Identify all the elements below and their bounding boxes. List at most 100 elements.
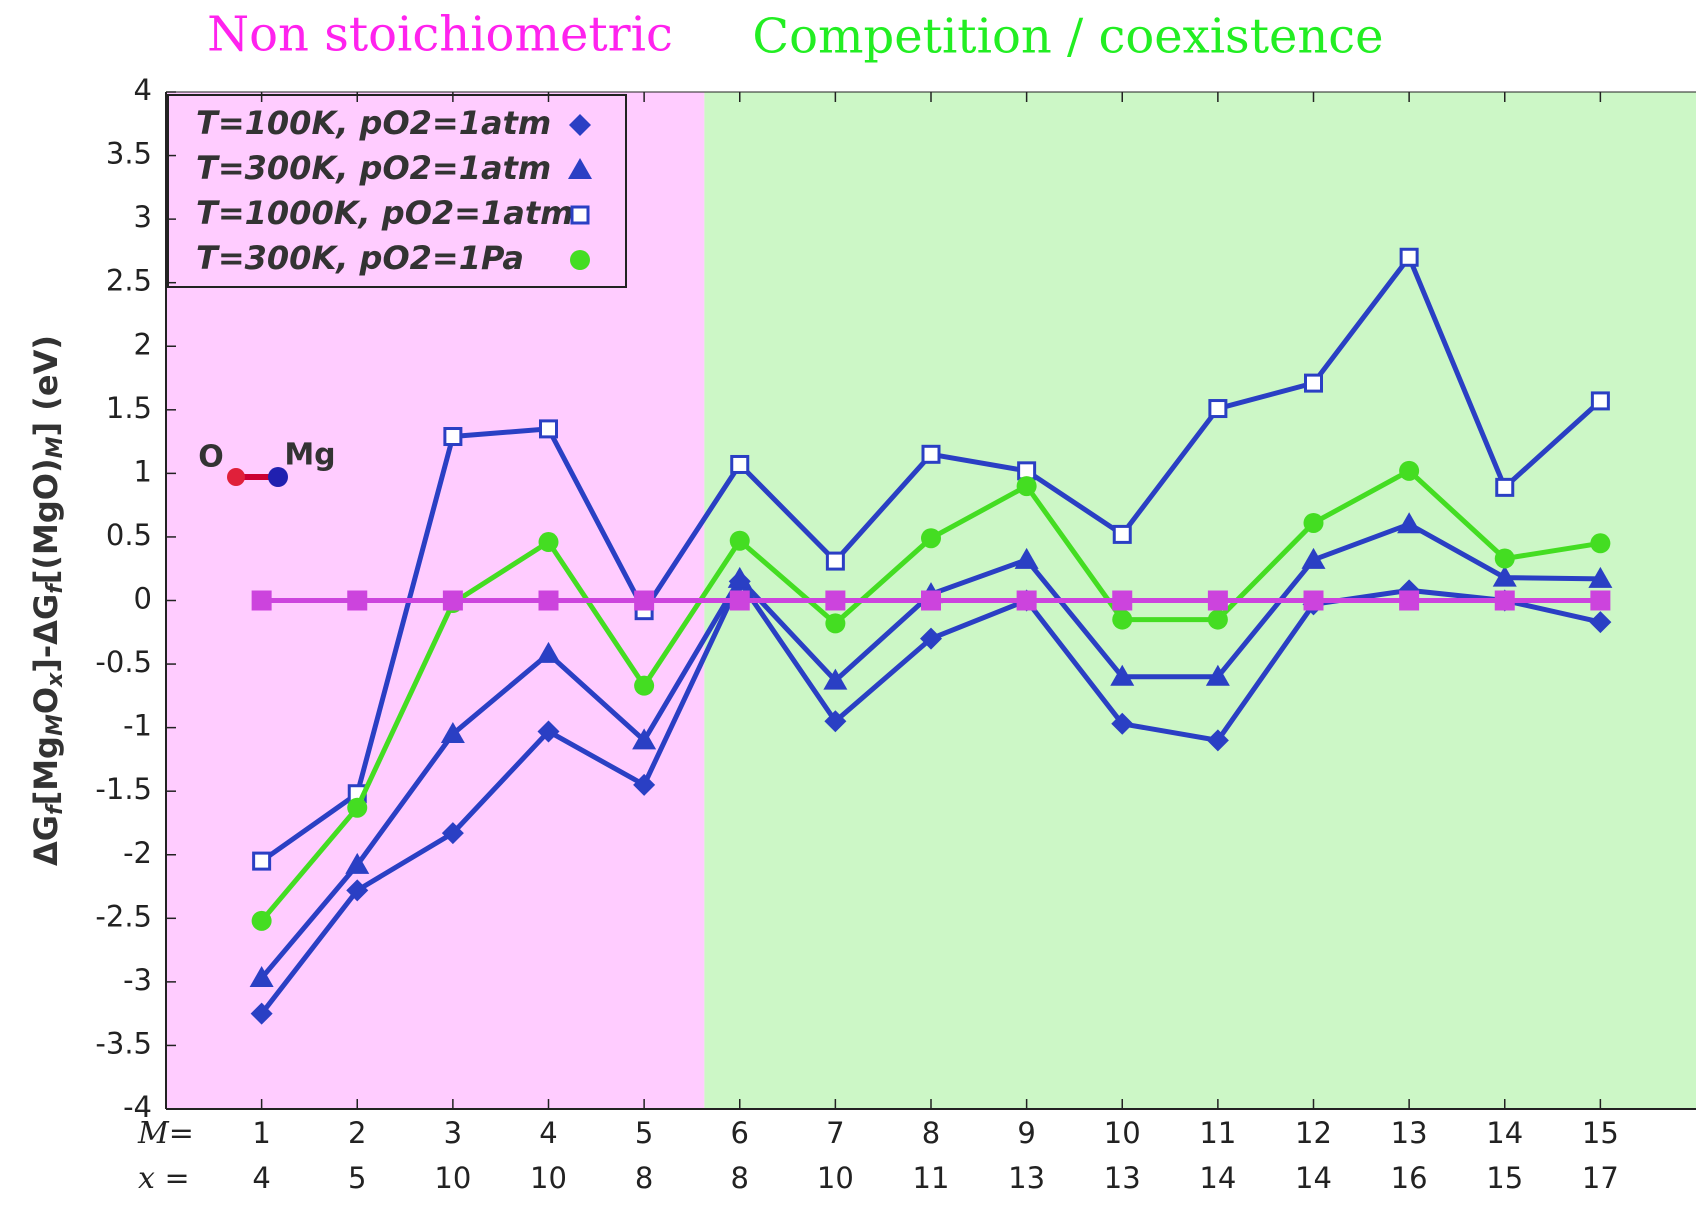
x-row-label: 4 <box>252 1161 270 1195</box>
x-row-label: 10 <box>817 1161 854 1195</box>
annotation: Competition / coexistence <box>752 9 1383 65</box>
marker <box>923 446 939 462</box>
annotation: O <box>198 440 224 475</box>
y-tick-label: 4 <box>134 73 152 107</box>
x-row-label: 11 <box>913 1161 950 1195</box>
marker <box>1495 591 1515 611</box>
x-row-label: 17 <box>1582 1161 1619 1195</box>
y-axis-label-part: M <box>43 714 68 736</box>
marker <box>825 613 845 633</box>
y-tick-label: -1.5 <box>95 772 152 806</box>
x-tick-label: 13 <box>1391 1116 1428 1150</box>
marker <box>252 591 272 611</box>
x-tick-label: 9 <box>1017 1116 1035 1150</box>
x-row-label: 14 <box>1295 1161 1332 1195</box>
x-row-label: 15 <box>1486 1161 1523 1195</box>
marker <box>1399 461 1419 481</box>
marker <box>539 591 559 611</box>
x-tick-label: 15 <box>1582 1116 1619 1150</box>
y-axis-label-part: ]-ΔG <box>27 594 65 673</box>
page: {"chart_data": { "type": "line", "annota… <box>0 0 1696 1208</box>
y-axis-label-part: M <box>43 436 68 458</box>
y-tick-label: 3.5 <box>106 137 152 171</box>
y-axis-label-part: [Mg <box>27 736 65 805</box>
marker <box>1017 476 1037 496</box>
marker <box>1304 591 1324 611</box>
y-tick-label: 0.5 <box>106 518 152 552</box>
marker <box>1401 249 1417 265</box>
marker <box>1112 610 1132 630</box>
y-axis-label: ΔGf[MgMOx]-ΔGf[(MgO)M] (eV) <box>27 335 68 866</box>
y-tick-label: 2.5 <box>106 264 152 298</box>
y-tick-label: -2.5 <box>95 899 152 933</box>
marker <box>541 421 557 437</box>
marker <box>1590 591 1610 611</box>
x-row-label: 10 <box>530 1161 567 1195</box>
marker <box>1210 401 1226 417</box>
chart: -4-3.5-3-2.5-2-1.5-1-0.500.511.522.533.5… <box>0 0 1696 1208</box>
y-axis-label-part: ΔG <box>27 815 65 866</box>
marker <box>1208 610 1228 630</box>
legend-label: T=1000K, pO2=1atm <box>196 194 573 232</box>
legend-marker <box>572 207 588 223</box>
x-tick-label: 3 <box>444 1116 462 1150</box>
marker <box>921 528 941 548</box>
x-tick-label: 6 <box>731 1116 749 1150</box>
x-tick-label: 7 <box>826 1116 844 1150</box>
marker <box>252 911 272 931</box>
y-tick-label: -3 <box>123 963 152 997</box>
marker <box>539 532 559 552</box>
marker <box>921 591 941 611</box>
x-row-label: 13 <box>1008 1161 1045 1195</box>
marker <box>254 853 270 869</box>
x-row-title: x = <box>138 1161 190 1196</box>
x-tick-label: 4 <box>539 1116 557 1150</box>
y-tick-label: 3 <box>134 200 152 234</box>
marker <box>827 553 843 569</box>
marker <box>347 798 367 818</box>
x-axis-label: M= <box>137 1116 194 1151</box>
x-tick-label: 5 <box>635 1116 653 1150</box>
marker <box>1592 393 1608 409</box>
x-row-label: 10 <box>434 1161 471 1195</box>
y-tick-label: -1 <box>123 709 152 743</box>
x-row-label: 14 <box>1199 1161 1236 1195</box>
marker <box>1304 513 1324 533</box>
marker <box>634 676 654 696</box>
marker <box>1112 591 1132 611</box>
y-tick-label: 0 <box>134 582 152 616</box>
y-tick-label: -0.5 <box>95 645 152 679</box>
x-row-label: 16 <box>1391 1161 1428 1195</box>
y-axis-label-part: x <box>43 672 68 688</box>
x-tick-label: 8 <box>922 1116 940 1150</box>
marker <box>1114 526 1130 542</box>
marker <box>1208 591 1228 611</box>
x-row-label: 8 <box>731 1161 749 1195</box>
x-tick-label: 2 <box>348 1116 366 1150</box>
x-row-label: 5 <box>348 1161 366 1195</box>
marker <box>730 531 750 551</box>
marker <box>1497 479 1513 495</box>
marker <box>732 456 748 472</box>
atom-mg <box>268 467 288 487</box>
y-axis-label-part: O <box>27 687 65 714</box>
atom-o <box>227 468 245 486</box>
marker <box>825 591 845 611</box>
marker <box>1590 533 1610 553</box>
marker <box>443 591 463 611</box>
marker <box>634 591 654 611</box>
x-tick-label: 12 <box>1295 1116 1332 1150</box>
x-row-label: 13 <box>1104 1161 1141 1195</box>
marker <box>730 591 750 611</box>
annotation: Mg <box>284 438 335 473</box>
legend-label: T=300K, pO2=1Pa <box>196 239 524 277</box>
marker <box>347 591 367 611</box>
legend-label: T=100K, pO2=1atm <box>196 104 551 142</box>
x-tick-label: 11 <box>1199 1116 1236 1150</box>
y-axis-label-part: ] (eV) <box>27 335 65 436</box>
y-tick-label: 1.5 <box>106 391 152 425</box>
y-axis-label-part: [(MgO) <box>27 458 65 584</box>
y-tick-label: 1 <box>134 454 152 488</box>
legend-marker <box>570 250 590 270</box>
y-tick-label: -3.5 <box>95 1026 152 1060</box>
